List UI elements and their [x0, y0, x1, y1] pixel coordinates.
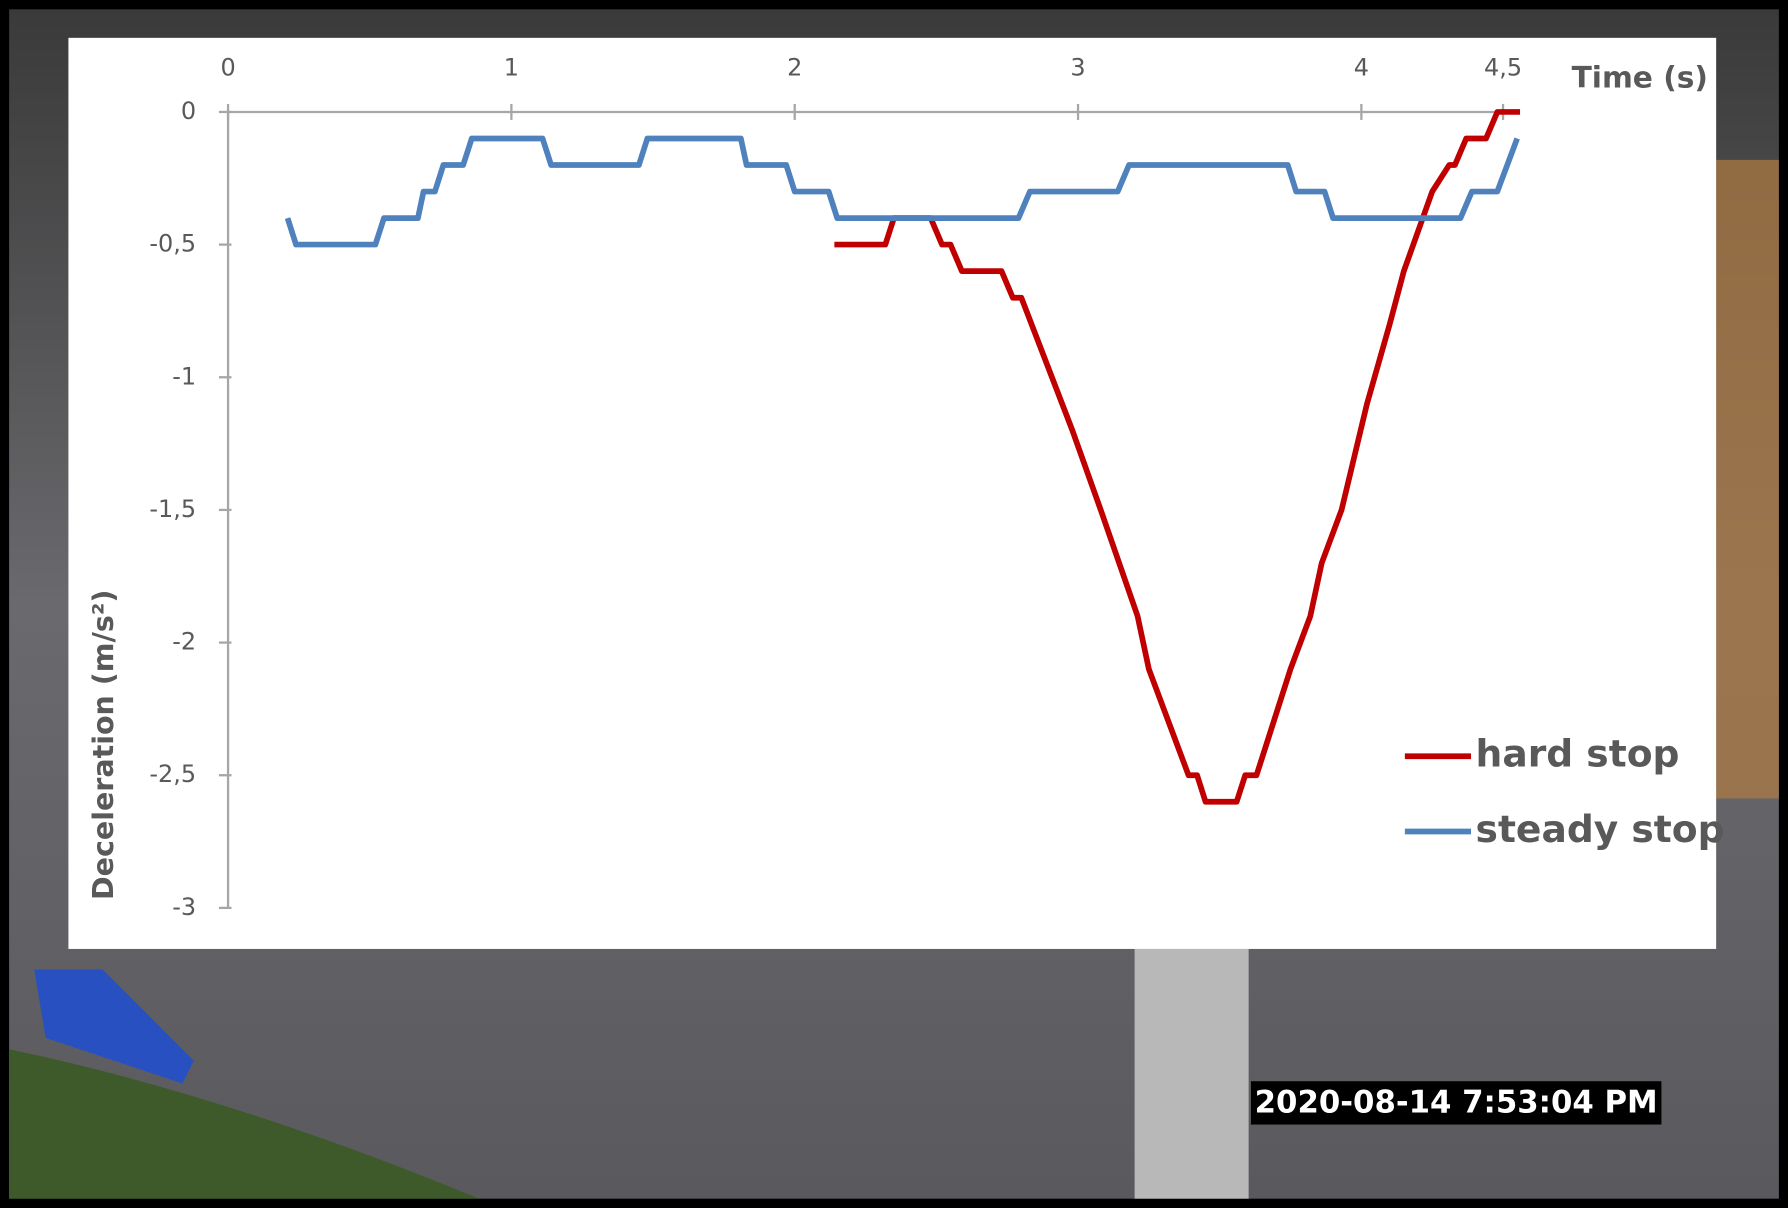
y-tick-label: -2,5	[149, 760, 196, 788]
legend-label: hard stop	[1476, 732, 1680, 776]
x-tick-label: 3	[1070, 54, 1085, 82]
x-tick-label: 2	[787, 54, 802, 82]
background-detail	[1716, 160, 1779, 799]
timestamp: 2020-08-14 7:53:04 PM	[1255, 1085, 1658, 1121]
x-axis-title: Time (s)	[1572, 59, 1708, 94]
y-tick-label: 0	[181, 97, 196, 125]
y-tick-label: -0,5	[149, 230, 196, 258]
road-marking	[1135, 949, 1249, 1199]
y-tick-label: -2	[172, 628, 196, 656]
legend-label: steady stop	[1476, 807, 1725, 851]
y-tick-label: -1,5	[149, 495, 196, 523]
chart-panel	[68, 38, 1716, 949]
page: {"chart_data": { "type": "line", "x_labe…	[0, 0, 1788, 1208]
x-tick-label: 1	[504, 54, 519, 82]
screenshot: Time (s) Deceleration (m/s²) 0 1 2 3 4 4,5 0 -0…	[0, 0, 1788, 1208]
x-tick-label: 4	[1354, 54, 1369, 82]
x-tick-label: 4,5	[1484, 54, 1522, 82]
y-tick-label: -3	[172, 893, 196, 921]
y-axis-title: Deceleration (m/s²)	[87, 590, 120, 900]
x-tick-label: 0	[220, 54, 235, 82]
y-tick-label: -1	[172, 362, 196, 390]
